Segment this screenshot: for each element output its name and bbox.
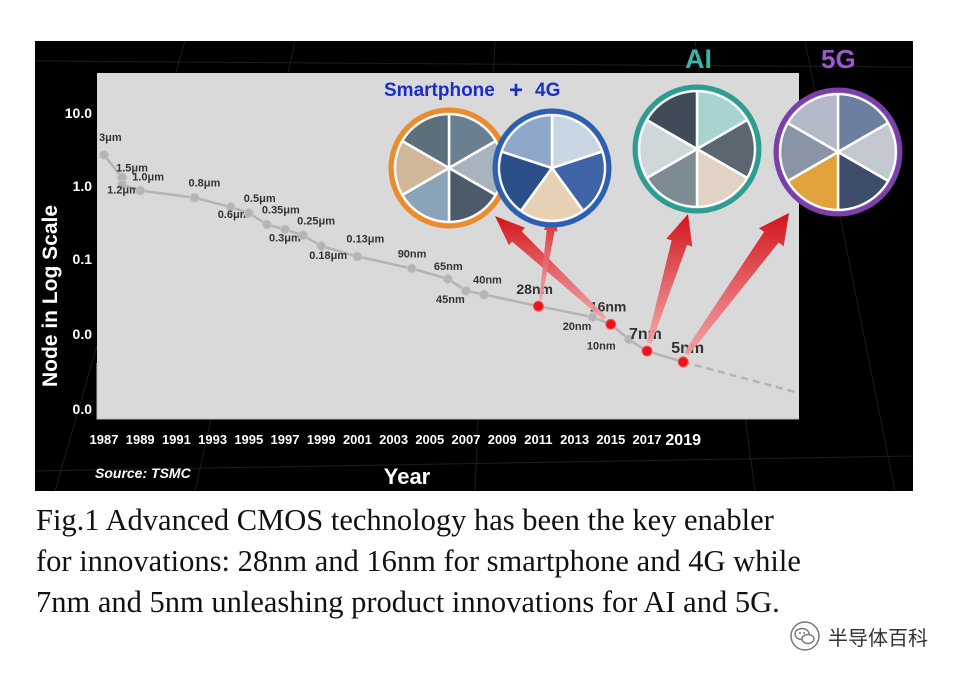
data-point	[461, 285, 471, 296]
x-tick-label: 1987	[90, 432, 119, 447]
data-point	[352, 251, 363, 262]
caption-line-3: 7nm and 5nm unleashing product innovatio…	[36, 585, 780, 619]
data-label: 45nm	[436, 294, 465, 306]
collage-4g	[492, 108, 612, 228]
x-tick-labels: 1987 1989 1991 1993 1995 1997 1999 2001 2003 2005…	[90, 432, 702, 449]
data-point	[243, 207, 254, 218]
data-label: 28nm	[516, 281, 553, 297]
data-point	[189, 192, 200, 203]
x-tick-label: 2011	[524, 432, 552, 447]
x-tick-label: 2003	[379, 432, 408, 447]
x-tick-label: 2019	[665, 432, 701, 449]
data-label: 10nm	[587, 341, 616, 353]
x-tick-label: 1997	[271, 432, 300, 447]
y-tick-label: 0.0	[73, 326, 93, 342]
data-point	[406, 263, 417, 274]
data-label: 1.2μm	[107, 185, 139, 197]
y-tick-label: 0.1	[73, 251, 93, 267]
5g-label: 5G	[821, 44, 856, 74]
data-label: 0.13μm	[346, 234, 384, 246]
x-tick-label: 1995	[234, 432, 263, 447]
ai-label: AI	[685, 44, 712, 74]
collage-smartphone	[388, 107, 510, 229]
data-point	[479, 289, 490, 300]
data-point	[225, 202, 236, 213]
trend-layer	[103, 154, 800, 395]
arrow-5nm-to-5g	[684, 213, 789, 356]
y-tick-label: 0.0	[73, 401, 93, 417]
data-label: 3μm	[99, 132, 122, 144]
axis-frame	[96, 363, 799, 420]
data-point	[532, 300, 544, 312]
wechat-icon	[790, 621, 820, 651]
data-label: 0.3μm	[269, 232, 301, 244]
data-point	[605, 318, 617, 330]
data-label: 40nm	[473, 275, 502, 287]
x-tick-label: 2005	[415, 432, 444, 447]
data-point	[99, 149, 109, 160]
y-tick-label: 10.0	[65, 105, 92, 121]
application-circles	[388, 84, 903, 229]
x-axis-label: Year	[384, 464, 431, 489]
x-tick-label: 2017	[633, 432, 662, 447]
data-label: 20nm	[563, 321, 592, 333]
x-tick-label: 2009	[488, 432, 517, 447]
watermark: 半导体百科	[790, 620, 928, 652]
caption-line-2: for innovations: 28nm and 16nm for smart…	[36, 544, 801, 578]
x-tick-label: 2015	[596, 432, 625, 447]
data-point	[261, 219, 272, 230]
x-tick-label: 1989	[126, 432, 155, 447]
collage-5g	[773, 87, 903, 217]
data-point	[623, 334, 634, 345]
data-point	[641, 345, 653, 357]
data-label: 1.0μm	[132, 172, 164, 184]
data-point	[280, 224, 290, 235]
data-point	[117, 179, 128, 190]
data-label: 90nm	[398, 248, 427, 260]
x-tick-label: 2001	[343, 432, 372, 447]
data-label: 0.8μm	[189, 178, 221, 190]
y-tick-label: 1.0	[73, 178, 93, 194]
trend-line	[103, 154, 684, 364]
x-tick-label: 1999	[307, 432, 336, 447]
caption-line-1: Fig.1 Advanced CMOS technology has been …	[36, 503, 774, 537]
data-label: 0.5μm	[244, 193, 276, 205]
smartphone-label: Smartphone	[384, 80, 495, 101]
data-point	[135, 185, 146, 196]
y-axis-label: Node in Log Scale	[39, 205, 62, 387]
y-tick-labels: 10.0 1.0 0.1 0.0 0.0	[65, 105, 92, 417]
x-tick-label: 2013	[560, 432, 589, 447]
chart-svg: 10.0 1.0 0.1 0.0 0.0 1987 1989 1991 1993 1995 199…	[35, 41, 913, 491]
trend-extension	[682, 360, 800, 395]
data-label: 65nm	[434, 261, 463, 273]
figure-panel: 10.0 1.0 0.1 0.0 0.0 1987 1989 1991 1993 1995 199…	[35, 41, 913, 491]
data-point	[442, 273, 453, 284]
data-point	[587, 312, 598, 323]
data-label: 0.25μm	[297, 215, 335, 227]
x-tick-label: 1991	[162, 432, 191, 447]
x-tick-label: 1993	[198, 432, 227, 447]
data-point	[298, 230, 309, 241]
arrow-16nm-to-4g	[495, 216, 607, 320]
smartphone-plus: +	[509, 77, 523, 104]
source-note: Source: TSMC	[95, 465, 192, 481]
figure-caption: Fig.1 Advanced CMOS technology has been …	[36, 500, 956, 623]
watermark-text: 半导体百科	[828, 625, 928, 650]
data-label: 0.18μm	[309, 250, 347, 262]
arrow-7nm-to-ai	[646, 214, 693, 344]
x-tick-label: 2007	[452, 432, 481, 447]
data-label: 0.6μm	[218, 209, 250, 221]
data-point	[677, 356, 689, 368]
collage-ai	[632, 84, 762, 214]
data-label: 1.5μm	[116, 162, 148, 174]
data-label: 7nm	[629, 326, 662, 343]
data-label: 0.35μm	[262, 204, 300, 216]
data-point	[316, 240, 327, 251]
4g-label: 4G	[535, 80, 560, 101]
